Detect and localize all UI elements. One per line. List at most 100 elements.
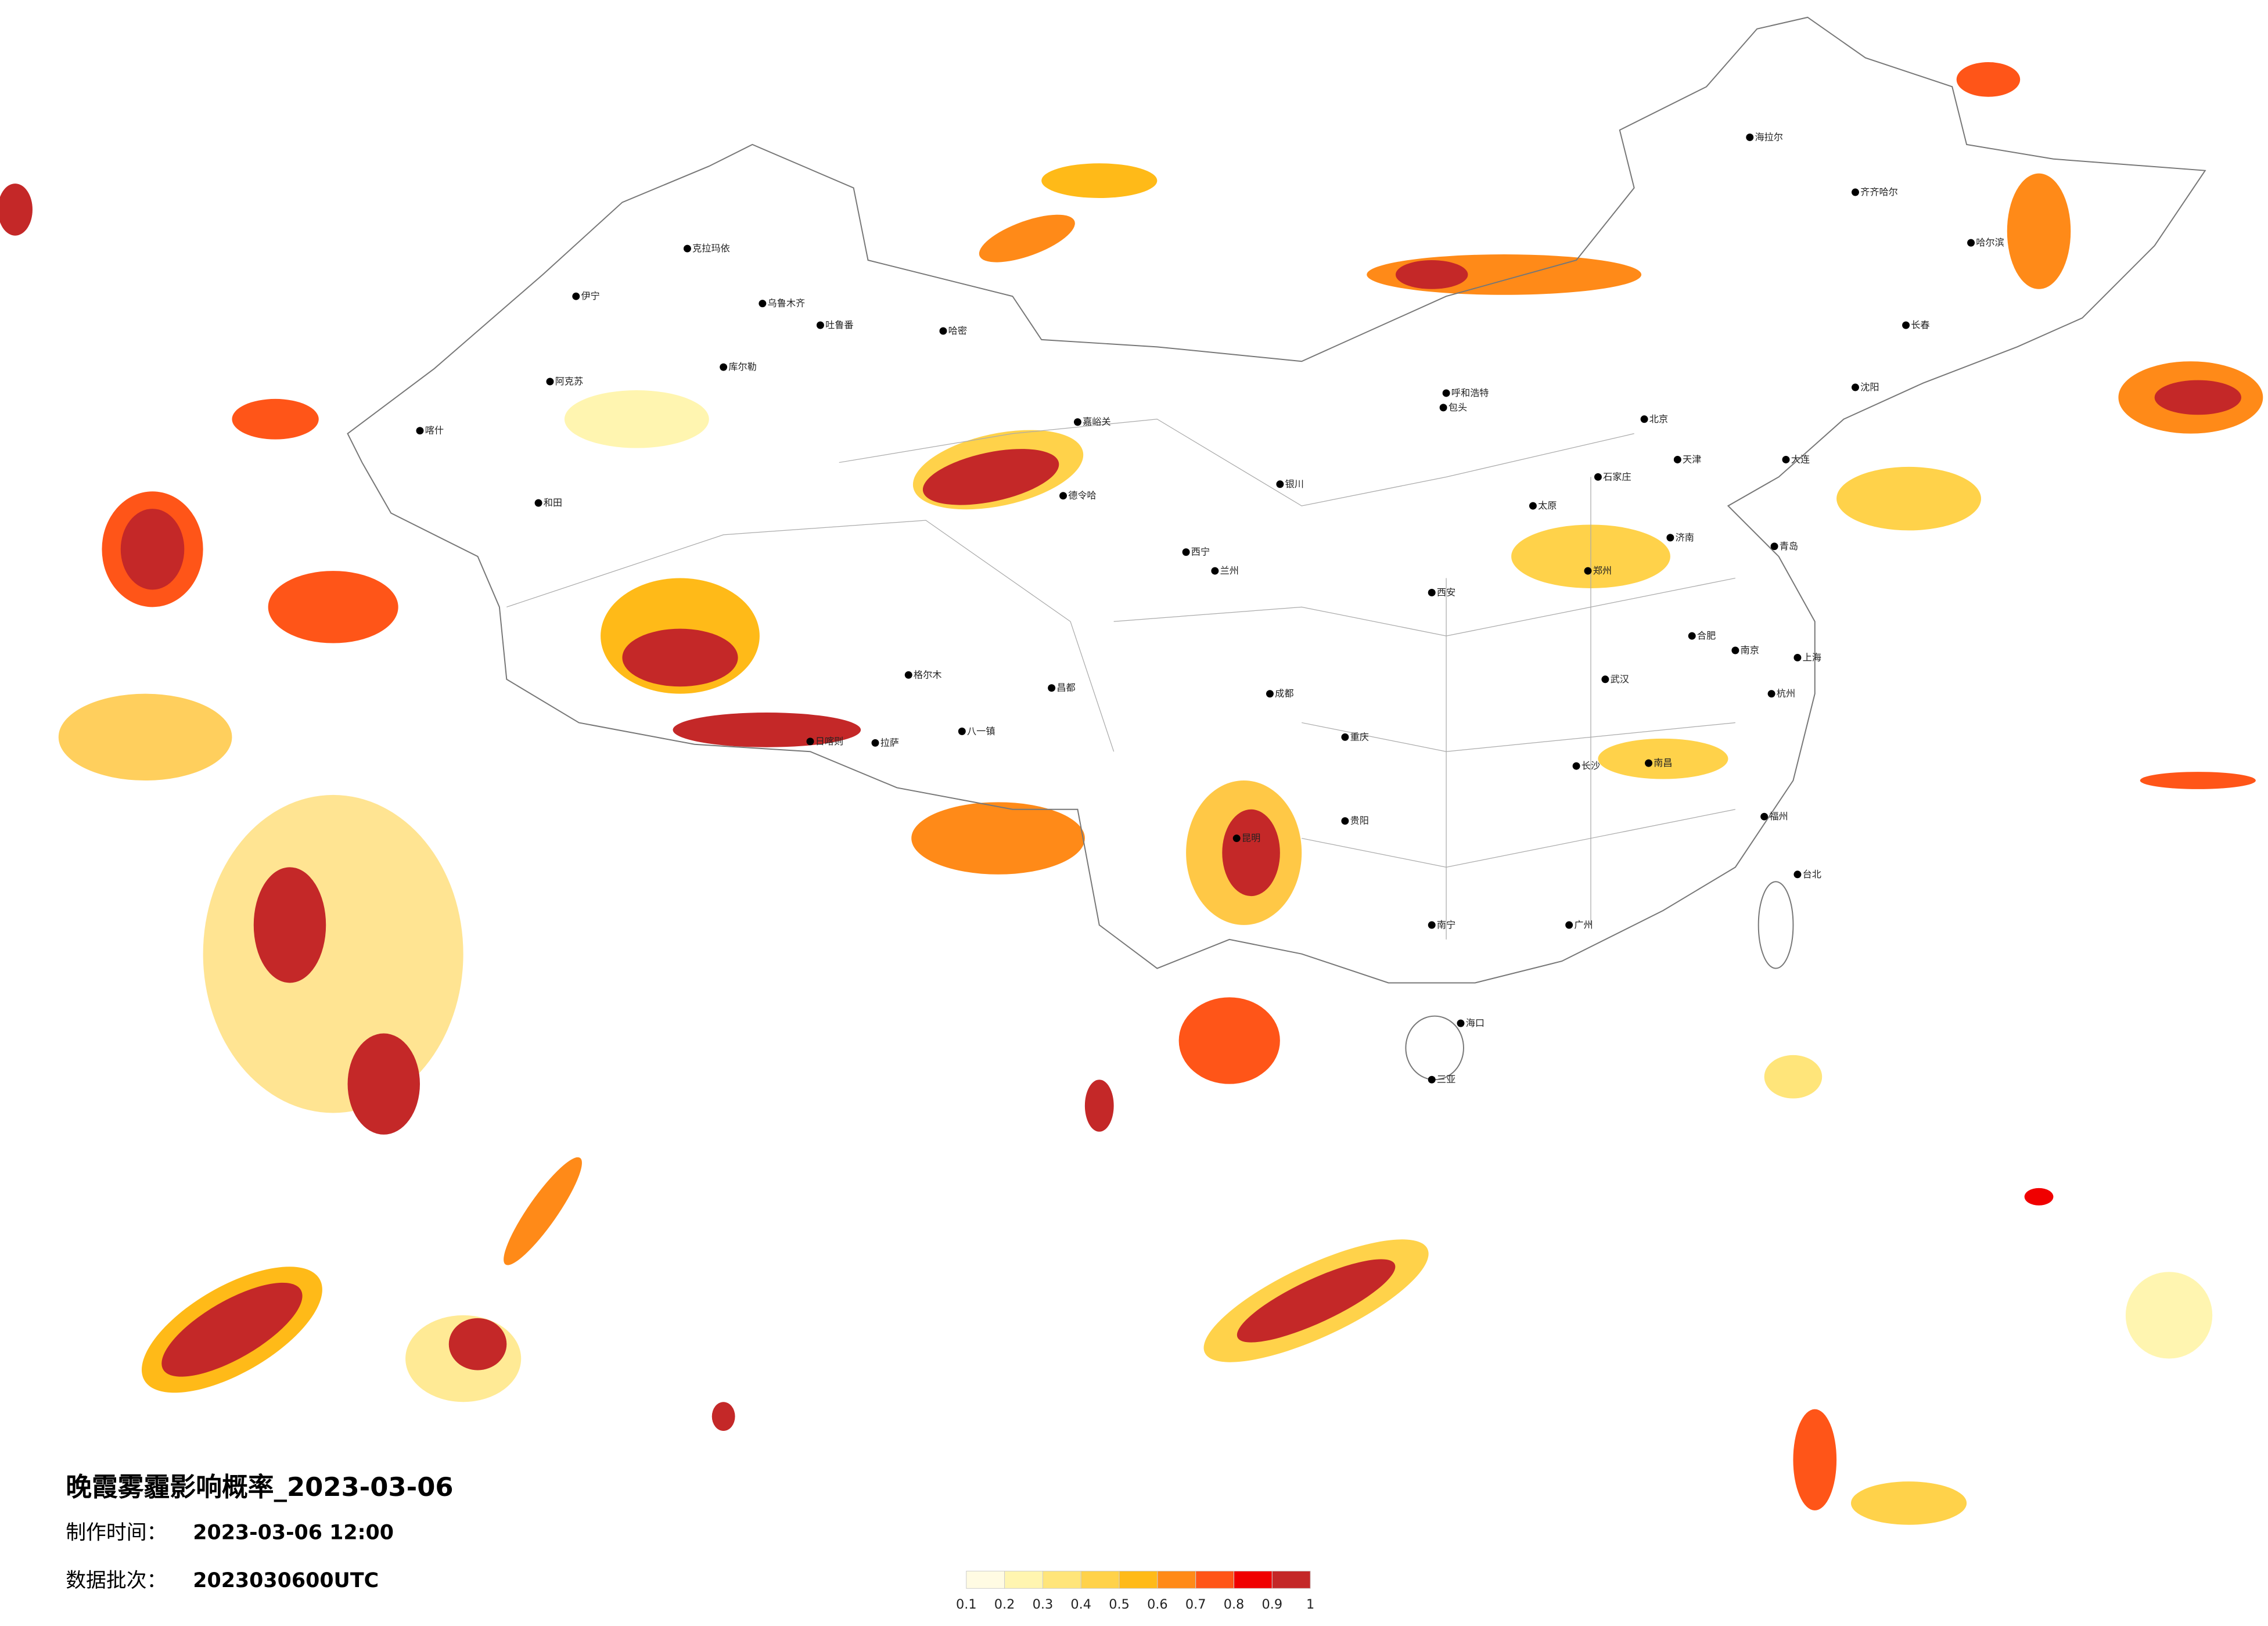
city-label: 日喀则 (815, 736, 843, 747)
city-dot (1673, 455, 1681, 463)
legend-swatch (1195, 1570, 1235, 1589)
haze-area (2125, 1272, 2213, 1359)
city-label: 长春 (1911, 319, 1929, 330)
city-label: 银川 (1285, 479, 1304, 490)
city-dot (683, 244, 691, 253)
city-dot (1428, 588, 1436, 596)
legend-tick-label: 1 (1306, 1597, 1314, 1612)
haze-area (1793, 1409, 1837, 1510)
city-dot (1851, 383, 1859, 391)
city-label: 上海 (1803, 652, 1821, 663)
haze-area (253, 867, 326, 983)
legend: 0.1 0.2 0.3 0.4 0.5 0.6 0.7 0.8 0.9 1 (956, 1570, 1314, 1612)
haze-area (2140, 772, 2256, 789)
city-label: 海拉尔 (1755, 131, 1782, 142)
haze-area (1178, 997, 1280, 1084)
city-label: 南昌 (1654, 757, 1672, 768)
map-title: 晚霞雾霾影响概率_2023-03-06 (66, 1472, 453, 1502)
city-dot (1793, 653, 1802, 661)
city-dot (939, 327, 947, 335)
city-label: 南京 (1741, 645, 1759, 656)
batch: 2023030600UTC (193, 1569, 379, 1592)
city-label: 昌都 (1056, 682, 1075, 693)
city-dot (904, 671, 912, 679)
city-dot (1428, 1075, 1436, 1084)
haze-area (161, 1282, 303, 1377)
city-dot (871, 739, 879, 747)
haze-area (203, 794, 463, 1113)
batch-label: 数据批次： (66, 1569, 167, 1592)
city-dot (1594, 473, 1602, 481)
city-label: 兰州 (1220, 565, 1239, 576)
city-label: 青岛 (1780, 541, 1798, 552)
city-dot (1341, 817, 1349, 825)
city-label: 贵阳 (1350, 815, 1369, 826)
city-label: 呼和浩特 (1451, 387, 1489, 398)
haze-area (2007, 173, 2071, 289)
taiwan-outline (1757, 881, 1794, 969)
city-label: 郑州 (1593, 565, 1612, 576)
city-label: 嘉峪关 (1083, 416, 1110, 427)
city-dot (1529, 502, 1537, 510)
city-dot (759, 300, 767, 308)
haze-area (622, 628, 738, 687)
city-label: 天津 (1683, 454, 1701, 465)
city-dot (416, 427, 424, 435)
city-dot (1276, 480, 1284, 488)
haze-area (1084, 1080, 1114, 1132)
city-label: 重庆 (1350, 731, 1369, 742)
legend-tick-label: 0.6 (1147, 1597, 1168, 1612)
city-dot (1457, 1019, 1465, 1027)
city-dot (1232, 834, 1241, 843)
haze-area (1237, 1259, 1396, 1343)
haze-area (1395, 260, 1468, 289)
legend-swatch (966, 1570, 1005, 1589)
haze-area (911, 802, 1085, 875)
city-dot (534, 499, 542, 507)
city-label: 和田 (544, 497, 562, 508)
city-label: 克拉玛依 (692, 243, 730, 254)
city-dot (1688, 632, 1696, 640)
legend-swatch (1234, 1570, 1273, 1589)
city-label: 南宁 (1437, 919, 1455, 930)
city-dot (1601, 675, 1609, 684)
city-label: 台北 (1803, 869, 1821, 880)
city-label: 合肥 (1697, 630, 1716, 641)
legend-swatch (1157, 1570, 1196, 1589)
legend-swatch (1119, 1570, 1158, 1589)
city-label: 喀什 (425, 425, 444, 436)
haze-area (1836, 466, 1981, 531)
city-dot (1073, 418, 1081, 426)
city-label: 广州 (1574, 919, 1593, 930)
city-label: 哈尔滨 (1976, 237, 2004, 248)
city-label: 昆明 (1242, 833, 1260, 844)
city-dot (546, 377, 554, 386)
city-dot (1048, 684, 1056, 692)
city-dot (1770, 542, 1778, 551)
city-dot (1572, 762, 1580, 770)
city-label: 包头 (1448, 402, 1467, 413)
city-label: 西安 (1437, 587, 1455, 598)
city-dot (1341, 733, 1349, 741)
haze-area (448, 1318, 507, 1370)
legend-tick-label: 0.1 (956, 1597, 977, 1612)
city-dot (1439, 404, 1447, 412)
city-label: 库尔勒 (728, 361, 756, 372)
city-label: 海口 (1466, 1017, 1485, 1028)
city-dot (572, 292, 580, 300)
city-label: 乌鲁木齐 (768, 298, 806, 309)
legend-swatch (1004, 1570, 1043, 1589)
haze-area (979, 214, 1075, 262)
legend-tick-label: 0.5 (1109, 1597, 1130, 1612)
province-borders (506, 419, 1735, 940)
made-time-label: 制作时间： (66, 1521, 167, 1545)
haze-area (1222, 809, 1280, 897)
city-dot (1666, 534, 1674, 542)
haze-area (347, 1033, 420, 1135)
city-dot (816, 321, 824, 329)
hainan-outline (1405, 1015, 1464, 1081)
city-dot (1059, 492, 1067, 500)
city-dot (1182, 548, 1190, 556)
city-label: 西宁 (1191, 546, 1210, 557)
